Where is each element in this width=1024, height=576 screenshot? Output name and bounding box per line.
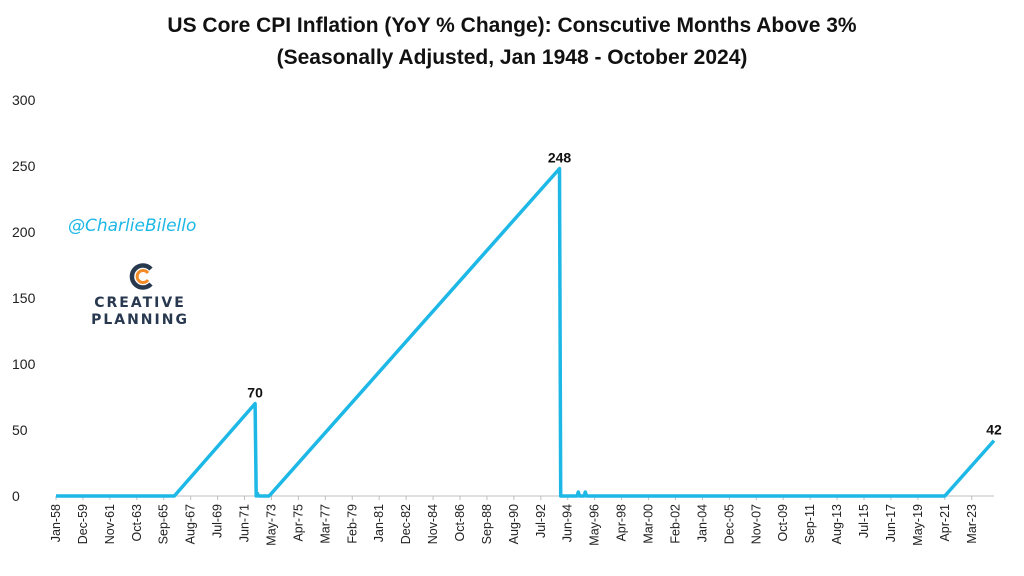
x-tick-label: Jan-58: [49, 504, 63, 542]
series-line: [56, 166, 996, 498]
x-tick-label: May-96: [588, 504, 602, 546]
x-axis-ticks: Jan-58 Dec-59 Nov-61 Oct-63 Sep-65 Aug-67 Jul-…: [49, 496, 979, 546]
logo-text-line2: PLANNING: [91, 312, 189, 328]
chart-subtitle: (Seasonally Adjusted, Jan 1948 - October…: [276, 46, 748, 69]
x-tick-label: Jul-69: [211, 504, 225, 538]
x-tick-label: Jan-81: [372, 504, 386, 542]
y-tick-label: 0: [12, 488, 20, 504]
x-tick-label: Sep-65: [157, 504, 171, 544]
data-label: 248: [548, 150, 572, 166]
x-tick-label: Dec-59: [76, 504, 90, 544]
x-tick-label: Mar-23: [965, 504, 979, 544]
x-tick-label: Apr-75: [291, 504, 305, 542]
logo-text-line1: CREATIVE: [94, 295, 186, 311]
x-tick-label: Feb-79: [345, 504, 359, 544]
series-layer: [56, 166, 996, 498]
y-tick-label: 300: [12, 92, 36, 108]
x-tick-label: Aug-90: [507, 504, 521, 544]
x-tick-label: Jun-94: [561, 504, 575, 542]
x-tick-label: Aug-67: [184, 504, 198, 544]
x-tick-label: Dec-82: [399, 504, 413, 544]
y-tick-label: 50: [12, 422, 28, 438]
y-tick-label: 150: [12, 290, 36, 306]
x-tick-label: Apr-98: [615, 504, 629, 542]
x-tick-label: Apr-21: [938, 504, 952, 542]
y-tick-label: 200: [12, 224, 36, 240]
x-tick-label: Jun-71: [238, 504, 252, 542]
twitter-handle: @CharlieBilello: [68, 216, 196, 236]
x-tick-label: Dec-05: [722, 504, 736, 544]
data-label: 42: [986, 422, 1002, 438]
x-tick-label: Oct-63: [130, 504, 144, 542]
x-tick-label: Nov-84: [426, 504, 440, 544]
x-tick-label: Oct-09: [776, 504, 790, 542]
chart-title: US Core CPI Inflation (YoY % Change): Co…: [167, 14, 857, 37]
data-labels: 70 248 42: [247, 150, 1002, 438]
x-tick-label: Jun-17: [884, 504, 898, 542]
data-label: 70: [247, 385, 263, 401]
x-tick-label: Mar-77: [318, 504, 332, 544]
x-tick-label: Jul-92: [534, 504, 548, 538]
x-tick-label: Nov-07: [749, 504, 763, 544]
x-tick-label: Sep-88: [480, 504, 494, 544]
x-tick-label: Sep-11: [803, 504, 817, 543]
logo-mark-icon: [129, 263, 153, 290]
x-tick-label: May-73: [264, 504, 278, 546]
y-axis-ticks: 0 50 100 150 200 250 300: [12, 92, 36, 504]
x-tick-label: Mar-00: [642, 504, 656, 544]
x-tick-label: May-19: [911, 504, 925, 546]
x-tick-label: Nov-61: [103, 504, 117, 544]
creative-planning-logo: CREATIVE PLANNING: [91, 263, 189, 328]
x-tick-label: Oct-86: [453, 504, 467, 542]
y-tick-label: 250: [12, 158, 36, 174]
x-tick-label: Aug-13: [830, 504, 844, 544]
x-tick-label: Feb-02: [668, 504, 682, 544]
x-tick-label: Jul-15: [857, 504, 871, 538]
x-tick-label: Jan-04: [695, 504, 709, 542]
y-tick-label: 100: [12, 356, 36, 372]
